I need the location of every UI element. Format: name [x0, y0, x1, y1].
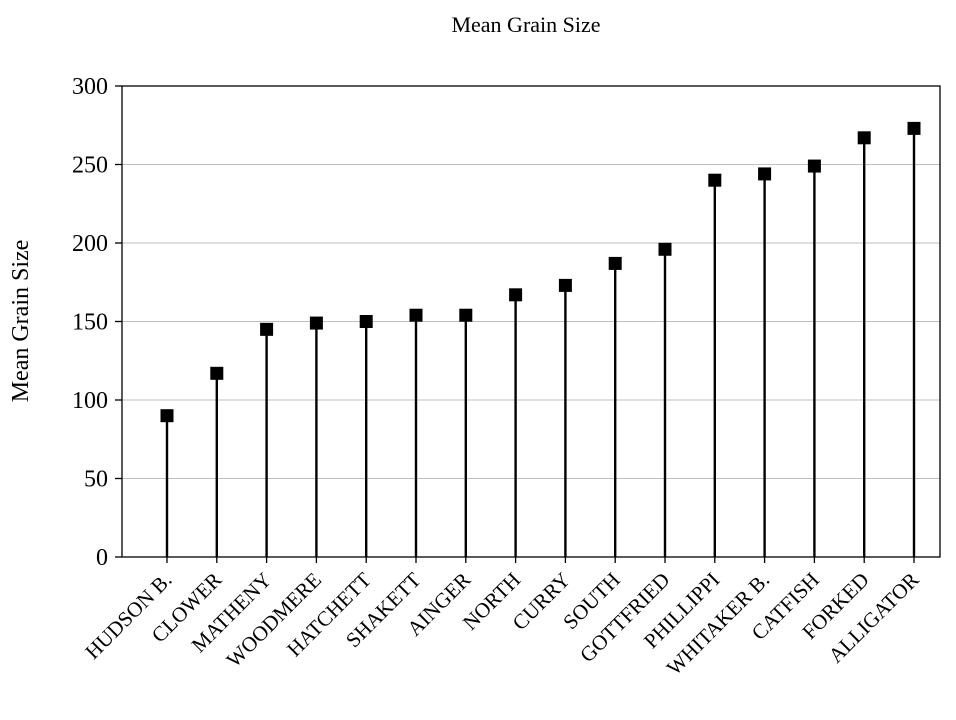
data-point-marker — [907, 121, 921, 135]
data-point-marker — [459, 308, 473, 322]
data-point-marker — [309, 316, 323, 330]
data-point-marker — [260, 322, 274, 336]
data-point-marker — [857, 131, 871, 145]
data-point-marker — [359, 315, 373, 328]
gridlines — [122, 164, 940, 479]
y-tick-label: 300 — [72, 74, 108, 100]
x-tick-labels: HUDSON B.CLOWERMATHENYWOODMEREHATCHETTSH… — [80, 557, 924, 680]
y-tick-label: 250 — [72, 153, 108, 179]
y-tick-labels: 0 50 100 150 200 250 300 — [72, 74, 122, 571]
data-point-marker — [509, 288, 523, 302]
data-point-marker — [558, 278, 572, 292]
data-point-marker — [409, 308, 423, 322]
data-point-marker — [658, 242, 672, 256]
y-tick-label: 200 — [72, 231, 108, 257]
data-point-marker — [210, 366, 224, 380]
y-tick-label: 100 — [72, 388, 108, 414]
data-point-marker — [758, 167, 772, 181]
stems — [165, 128, 916, 557]
y-axis-label: Mean Grain Size — [8, 240, 34, 403]
data-point-marker — [160, 409, 174, 423]
data-point-marker — [608, 256, 622, 270]
chart-title: Mean Grain Size — [451, 12, 600, 37]
markers — [160, 121, 921, 423]
y-tick-label: 0 — [96, 545, 108, 571]
y-tick-label: 50 — [84, 467, 108, 493]
y-tick-label: 150 — [72, 310, 108, 336]
data-point-marker — [708, 173, 722, 187]
data-point-marker — [807, 159, 821, 173]
